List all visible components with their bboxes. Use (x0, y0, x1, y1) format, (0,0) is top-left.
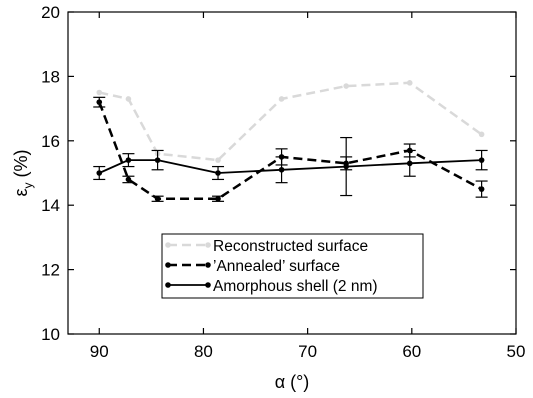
legend-label-reconstructed: Reconstructed surface (213, 238, 368, 255)
legend-marker-amorphous (205, 282, 211, 288)
data-point (343, 163, 349, 170)
series-line-reconstructed (99, 81, 483, 162)
data-point (406, 160, 413, 167)
y-tick-label: 16 (41, 132, 60, 151)
legend-label-annealed: ’Annealed’ surface (213, 258, 340, 275)
series-amorphous (93, 136, 488, 197)
x-tick-label: 50 (507, 342, 526, 361)
axis-ticks: 90 80 70 60 50 10 12 14 16 18 20 (41, 3, 525, 361)
legend: Reconstructed surface ’Annealed’ surface… (161, 233, 424, 299)
legend-marker-annealed (165, 262, 171, 268)
y-axis-label-main: ε (11, 188, 31, 196)
y-axis-label: εy (%) (11, 149, 35, 196)
data-point (154, 157, 161, 163)
data-point (96, 170, 103, 176)
data-point (343, 83, 349, 89)
data-point (278, 96, 285, 102)
y-tick-label: 20 (41, 3, 60, 22)
data-point (278, 166, 285, 173)
y-tick-label: 18 (41, 67, 60, 86)
data-point (478, 186, 485, 192)
x-axis-label: α (°) (275, 372, 310, 392)
y-axis-label-unit: (%) (11, 149, 31, 182)
y-tick-label: 14 (41, 196, 60, 215)
legend-marker-annealed (205, 262, 211, 268)
data-point (125, 157, 132, 163)
data-point (215, 195, 221, 202)
x-tick-label: 90 (90, 342, 109, 361)
legend-marker-reconstructed (165, 242, 171, 248)
x-tick-label: 80 (194, 342, 213, 361)
data-point (406, 80, 413, 86)
data-point (478, 131, 485, 138)
y-tick-label: 10 (41, 325, 60, 344)
data-point (96, 99, 103, 105)
series-line-amorphous (98, 159, 482, 174)
y-axis-label-sub: y (21, 182, 35, 188)
series-layer (93, 80, 488, 202)
legend-marker-amorphous (165, 282, 171, 288)
data-point (154, 195, 161, 202)
data-point (215, 170, 221, 176)
series-reconstructed (96, 80, 485, 163)
data-point (478, 157, 485, 163)
x-tick-label: 70 (298, 342, 317, 361)
x-tick-label: 60 (402, 342, 421, 361)
y-tick-label: 12 (41, 261, 60, 280)
data-point (125, 96, 132, 102)
data-point (96, 89, 103, 96)
data-point (125, 176, 132, 183)
legend-marker-reconstructed (205, 242, 211, 248)
data-point (215, 157, 221, 163)
legend-label-amorphous: Amorphous shell (2 nm) (213, 278, 378, 295)
